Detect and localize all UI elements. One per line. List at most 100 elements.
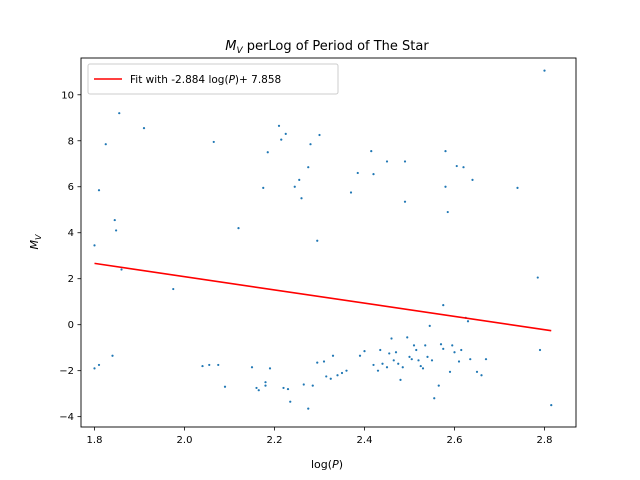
legend: Fit with -2.884 log(P)+ 7.858 [87,63,339,95]
data-point [329,377,332,380]
data-point [372,173,375,176]
data-point [325,375,328,378]
x-tick-label: 2.2 [267,435,283,446]
x-tick-label: 1.8 [87,435,103,446]
data-point [439,343,443,346]
chart-title: MV perLog of Period of The Star [225,39,429,56]
axes-frame [80,57,577,428]
scatter-points [93,69,553,410]
data-point [289,400,292,403]
data-point [212,140,215,144]
data-point [201,364,204,368]
y-tick-label: 10 [61,90,74,101]
data-point [316,361,319,364]
data-point [403,200,407,203]
data-point [466,320,470,323]
data-point [451,344,454,347]
data-point [356,171,359,175]
data-point [262,186,265,189]
data-point [417,359,420,362]
data-point [397,362,400,365]
data-point [424,344,427,347]
data-point [93,244,96,247]
data-point [358,354,362,357]
data-point [455,164,458,168]
y-tick-label: 0 [68,320,74,331]
data-point [311,384,314,387]
data-point [97,189,101,192]
data-point [484,358,488,361]
data-point [385,160,389,163]
data-point [444,150,447,153]
y-tick-label: 4 [68,228,74,239]
data-point [282,386,285,390]
data-point [298,178,301,181]
plot-area [80,57,577,428]
x-axis-label: log(P) [311,458,343,471]
data-point [381,362,384,365]
data-point [349,191,353,194]
data-point [550,404,553,407]
data-point [97,363,101,367]
data-point [104,143,107,146]
y-tick-label: 6 [68,182,74,193]
data-point [543,69,546,72]
data-point [442,304,445,307]
data-point [111,354,114,357]
data-point [237,227,240,230]
data-point [115,229,118,232]
data-point [410,358,413,361]
data-point [322,360,326,363]
x-tick-label: 2.0 [177,435,193,446]
data-point [446,210,449,214]
data-point [433,397,436,400]
data-point [363,350,366,353]
data-point [370,150,373,153]
data-point [376,369,380,372]
data-point [255,386,258,390]
data-point [388,352,391,355]
data-point [118,112,121,115]
data-point [462,166,465,169]
data-point [113,218,116,222]
data-point [208,363,211,367]
data-point [340,371,344,375]
data-point [428,324,431,327]
data-point [394,351,398,354]
data-point [475,370,479,373]
data-point [480,374,483,377]
data-point [412,344,416,347]
data-point [399,378,402,381]
data-point [448,370,452,373]
data-point [379,348,382,352]
x-axis-ticks: 1.8 2.0 2.2 2.4 2.6 2.8 [87,427,552,446]
data-point [277,124,281,127]
data-point [250,366,254,369]
y-tick-label: 2 [68,274,74,285]
data-point [426,355,429,358]
data-point [460,348,463,352]
data-point [408,355,411,358]
data-point [300,197,303,200]
data-point [331,354,335,357]
data-point [336,374,339,377]
data-point [516,186,519,189]
data-point [469,358,472,361]
data-point [217,363,220,367]
data-point [442,347,445,350]
data-point [457,360,461,363]
data-point [403,160,407,163]
data-point [264,381,267,384]
y-tick-label: 8 [68,136,74,147]
data-point [264,384,267,387]
data-point [401,366,404,369]
data-point [309,143,312,146]
data-point [372,363,375,367]
data-point [415,348,418,352]
data-point [453,351,456,354]
data-point [286,387,290,391]
x-tick-label: 2.4 [357,435,373,446]
data-point [390,337,393,340]
y-tick-label: −4 [59,412,74,423]
